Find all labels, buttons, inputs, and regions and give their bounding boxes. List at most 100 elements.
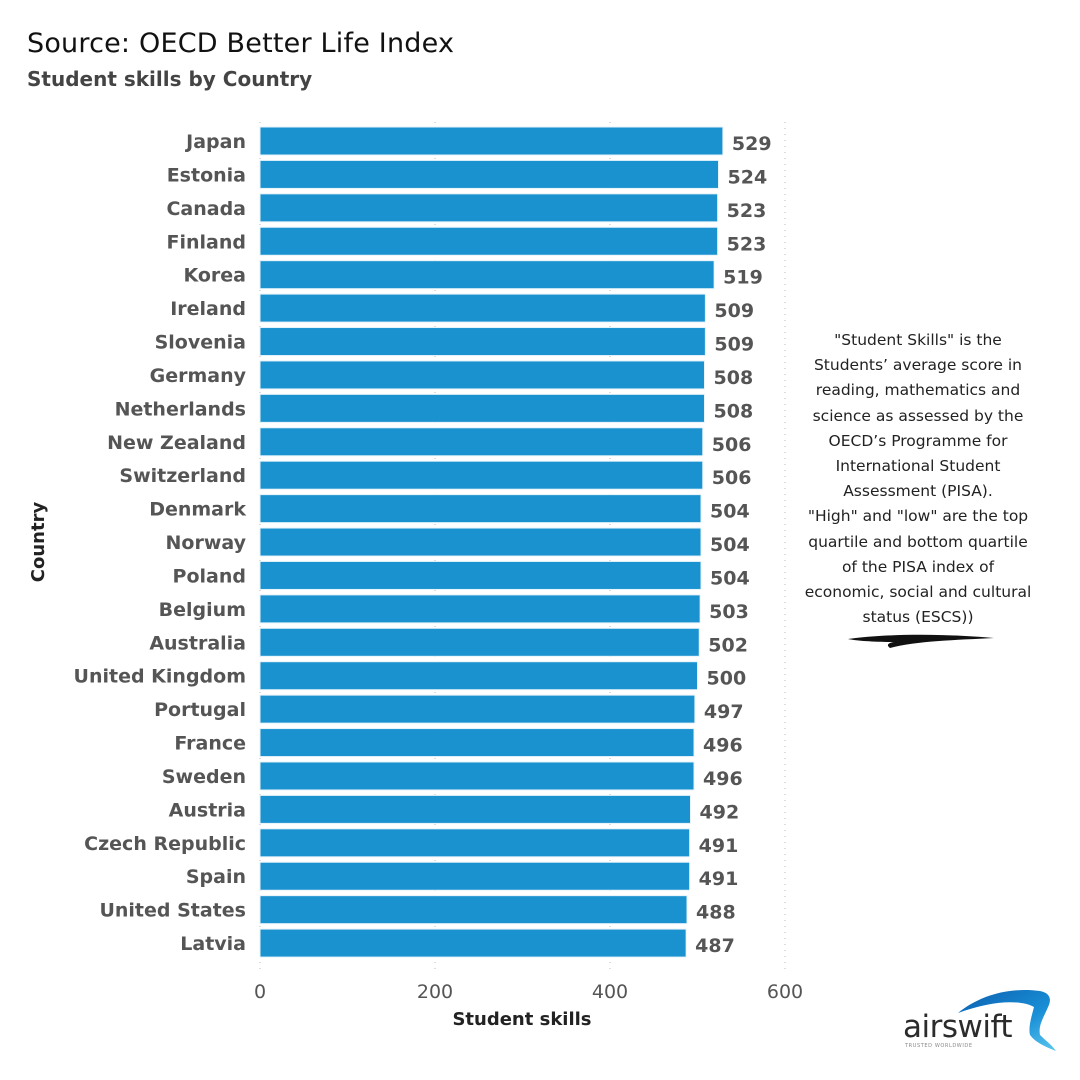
bar	[259, 694, 696, 724]
value-label: 497	[704, 701, 744, 723]
category-label: Portugal	[154, 699, 246, 721]
category-label: Japan	[184, 131, 246, 153]
bar	[259, 159, 719, 189]
value-label: 523	[727, 233, 767, 255]
brush-stroke-decoration	[848, 634, 994, 648]
bars	[259, 126, 724, 958]
value-label: 488	[696, 902, 736, 924]
bar	[259, 861, 691, 891]
value-label: 524	[728, 166, 768, 188]
category-label: Canada	[166, 198, 246, 220]
value-label: 519	[723, 267, 763, 289]
category-label: Finland	[167, 231, 246, 253]
x-axis-title: Student skills	[452, 1009, 591, 1030]
note-line: Students’ average score in	[813, 356, 1023, 375]
bar	[259, 728, 695, 758]
airswift-logo: airswift TRUSTED WORLDWIDE	[900, 985, 1060, 1055]
note-line: "Student Skills" is the	[834, 331, 1002, 349]
category-label: Germany	[150, 365, 247, 387]
value-label: 496	[703, 768, 743, 790]
note-line: reading, mathematics and	[815, 381, 1021, 400]
bar	[259, 293, 706, 323]
bar	[259, 527, 702, 557]
category-label: Estonia	[167, 164, 246, 186]
bar	[259, 193, 719, 223]
category-label: Spain	[186, 866, 246, 888]
bar	[259, 560, 702, 590]
value-label: 529	[732, 133, 772, 155]
chart-subtitle: Student skills by Country	[27, 67, 313, 91]
y-axis-title: Country	[28, 502, 49, 583]
bar	[259, 794, 691, 824]
bar	[259, 327, 706, 357]
category-label: Norway	[166, 532, 247, 554]
definition-note: "Student Skills" is the Students’ averag…	[786, 328, 1050, 630]
value-label: 506	[712, 434, 752, 456]
value-label: 508	[714, 400, 754, 422]
bar	[259, 594, 701, 624]
value-label: 503	[709, 601, 749, 623]
category-label: United Kingdom	[74, 666, 246, 688]
x-tick-label: 200	[417, 981, 453, 1003]
note-line: of the PISA index of	[841, 557, 995, 576]
value-label: 509	[714, 334, 754, 356]
value-label: 504	[710, 567, 750, 589]
category-label: Korea	[183, 265, 246, 287]
category-label: Latvia	[180, 933, 246, 955]
category-label: Switzerland	[119, 465, 246, 487]
category-label: Austria	[169, 799, 246, 821]
bar	[259, 427, 704, 457]
value-label: 504	[710, 501, 750, 523]
bar	[259, 126, 724, 156]
note-line: economic, social and cultural	[804, 583, 1032, 602]
bar	[259, 260, 715, 290]
bar	[259, 828, 691, 858]
note-line: Assessment (PISA).	[843, 482, 993, 501]
category-label: France	[174, 733, 246, 755]
note-line: science as assessed by the	[812, 406, 1024, 425]
bar	[259, 661, 698, 691]
value-label: 491	[699, 868, 739, 890]
category-label: Poland	[173, 565, 246, 587]
category-label: Ireland	[170, 298, 246, 320]
bar	[259, 460, 704, 490]
value-label: 496	[703, 735, 743, 757]
category-label: Czech Republic	[84, 833, 246, 855]
note-line: OECD’s Programme for	[828, 431, 1008, 450]
value-label: 508	[714, 367, 754, 389]
bar	[259, 226, 719, 256]
note-line: status (ESCS))	[862, 608, 974, 627]
category-labels: Japan Estonia Canada Finland Korea Ireland Slo…	[74, 131, 247, 955]
logo-wordmark: airswift	[903, 1009, 1013, 1045]
swift-bird-icon	[958, 989, 1056, 1051]
value-labels: 529 524 523 523 519 509 509 508 508 506 506 504 504 5…	[695, 133, 771, 957]
x-tick-labels: 0 200 400 600	[254, 981, 803, 1003]
value-label: 502	[708, 634, 748, 656]
category-label: Australia	[149, 632, 246, 654]
value-label: 491	[699, 835, 739, 857]
bar	[259, 761, 695, 791]
value-label: 523	[727, 200, 767, 222]
category-label: Sweden	[162, 766, 246, 788]
bar	[259, 393, 705, 423]
category-label: Denmark	[149, 499, 246, 521]
chart-source-title: Source: OECD Better Life Index	[27, 28, 455, 59]
value-label: 504	[710, 534, 750, 556]
x-tick-label: 600	[767, 981, 803, 1003]
x-tick-label: 400	[592, 981, 628, 1003]
category-label: New Zealand	[107, 432, 246, 454]
value-label: 487	[695, 935, 735, 957]
bar	[259, 928, 687, 958]
category-label: United States	[99, 900, 246, 922]
note-line: International Student	[835, 457, 1001, 476]
logo-tagline: TRUSTED WORLDWIDE	[905, 1043, 973, 1049]
bar	[259, 895, 688, 925]
x-tick-label: 0	[254, 981, 266, 1003]
category-label: Belgium	[159, 599, 246, 621]
value-label: 492	[700, 801, 740, 823]
bar	[259, 627, 700, 657]
bar	[259, 494, 702, 524]
value-label: 509	[714, 300, 754, 322]
note-line: quartile and bottom quartile	[808, 532, 1028, 551]
